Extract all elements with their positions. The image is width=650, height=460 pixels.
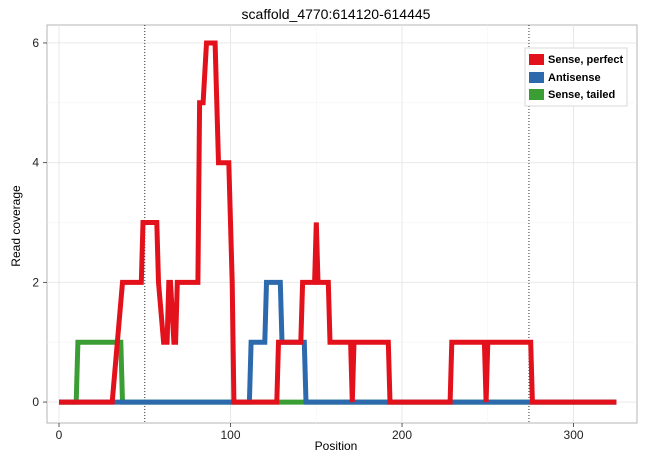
y-tick-label: 2 <box>32 275 39 289</box>
chart-title: scaffold_4770:614120-614445 <box>242 6 431 22</box>
legend: Sense, perfect Antisense Sense, tailed <box>524 47 628 107</box>
x-tick-label: 100 <box>221 428 241 442</box>
x-tick-label: 300 <box>564 428 584 442</box>
y-axis-title: Read coverage <box>9 185 23 267</box>
legend-label-sense-tailed: Sense, tailed <box>548 89 615 101</box>
legend-item-sense-perfect: Sense, perfect <box>529 54 624 66</box>
series-line-sense-perfect <box>59 40 617 405</box>
series-line-antisense <box>59 279 617 405</box>
legend-swatch-antisense <box>529 72 544 83</box>
legend-item-antisense: Antisense <box>529 72 601 84</box>
y-tick-label: 6 <box>32 36 39 50</box>
x-axis-ticks: 0 100 200 300 <box>56 423 584 442</box>
legend-swatch-sense-perfect <box>529 54 544 65</box>
x-tick-label: 200 <box>392 428 412 442</box>
y-axis-ticks: 0 2 4 6 <box>32 36 47 409</box>
y-tick-label: 0 <box>32 395 39 409</box>
legend-label-sense-perfect: Sense, perfect <box>548 54 624 66</box>
legend-label-antisense: Antisense <box>548 72 601 84</box>
legend-swatch-sense-tailed <box>529 89 544 100</box>
x-tick-label: 0 <box>56 428 63 442</box>
x-axis-title: Position <box>315 439 358 453</box>
legend-item-sense-tailed: Sense, tailed <box>529 89 615 101</box>
series-lines <box>59 40 617 405</box>
y-tick-label: 4 <box>32 156 39 170</box>
